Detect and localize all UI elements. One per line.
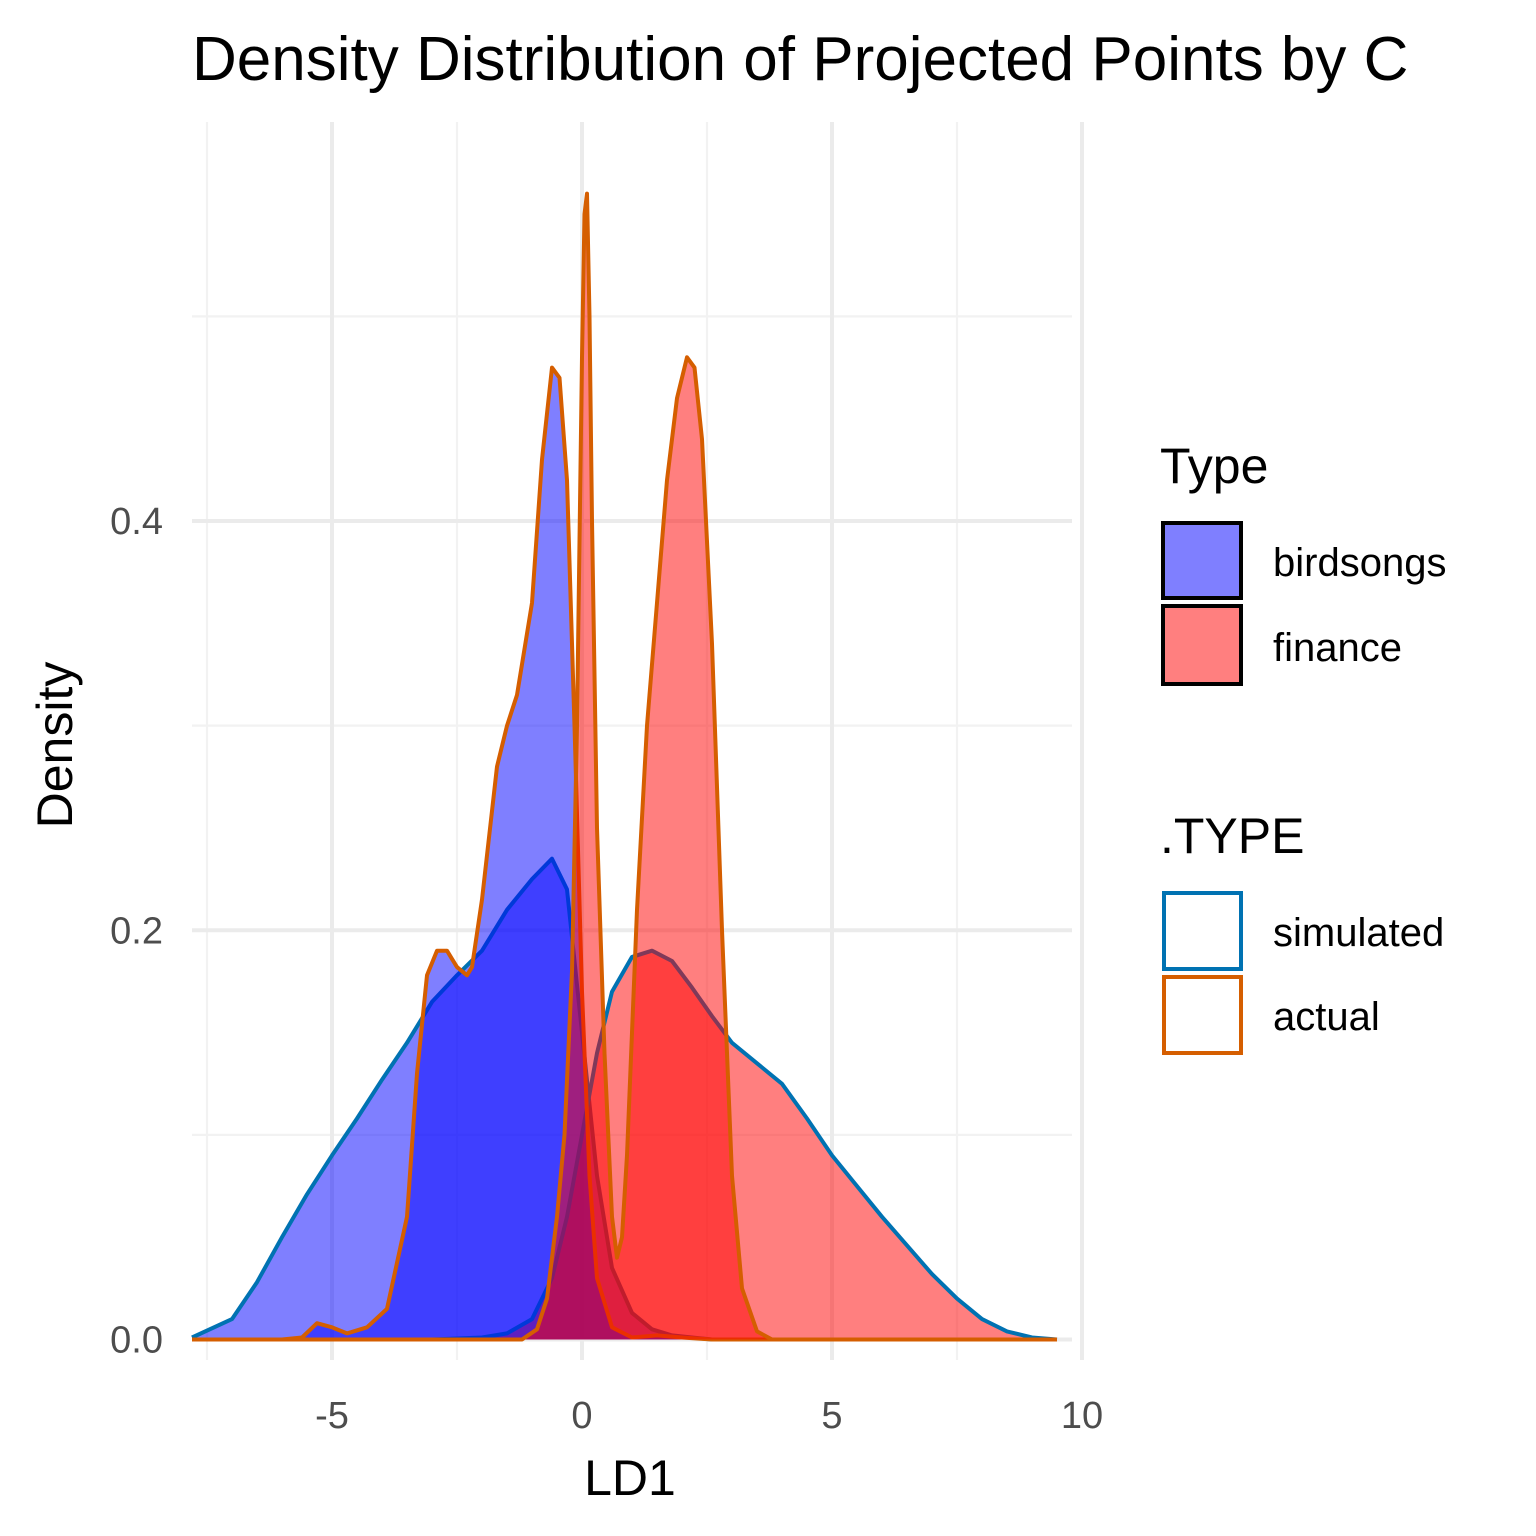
x-tick-label: -5 [315,1395,349,1437]
x-axis-title: LD1 [584,1450,676,1506]
y-tick-label: 0.0 [110,1320,163,1362]
x-tick-label: 5 [821,1395,842,1437]
x-tick-label: 0 [571,1395,592,1437]
legend-label-actual: actual [1273,995,1380,1039]
density-area-finance-simulated [192,950,1057,1340]
legend-label-birdsongs: birdsongs [1273,541,1446,585]
color-legend-title: .TYPE [1160,808,1304,864]
fill-legend-title: Type [1160,438,1268,494]
density-areas [191,191,1058,1342]
fill-legend: Type birdsongs finance [1160,438,1446,686]
legend-key-birdsongs [1161,521,1243,600]
y-tick-label: 0.4 [110,501,163,543]
x-tick-label: 10 [1061,1395,1103,1437]
legend-label-finance: finance [1273,626,1402,670]
legend-label-simulated: simulated [1273,911,1444,955]
color-legend: .TYPE simulated actual [1160,808,1444,1055]
y-tick-label: 0.2 [110,910,163,952]
legend-key-actual [1162,975,1243,1055]
legend-key-simulated [1162,891,1243,971]
y-axis-title: Density [27,662,83,829]
tick-labels: -5 0 5 10 0.0 0.2 0.4 [110,501,1103,1437]
density-line-finance-actual [192,191,1057,1342]
legend-key-finance [1161,604,1243,686]
chart-title: Density Distribution of Projected Points… [192,25,1408,94]
